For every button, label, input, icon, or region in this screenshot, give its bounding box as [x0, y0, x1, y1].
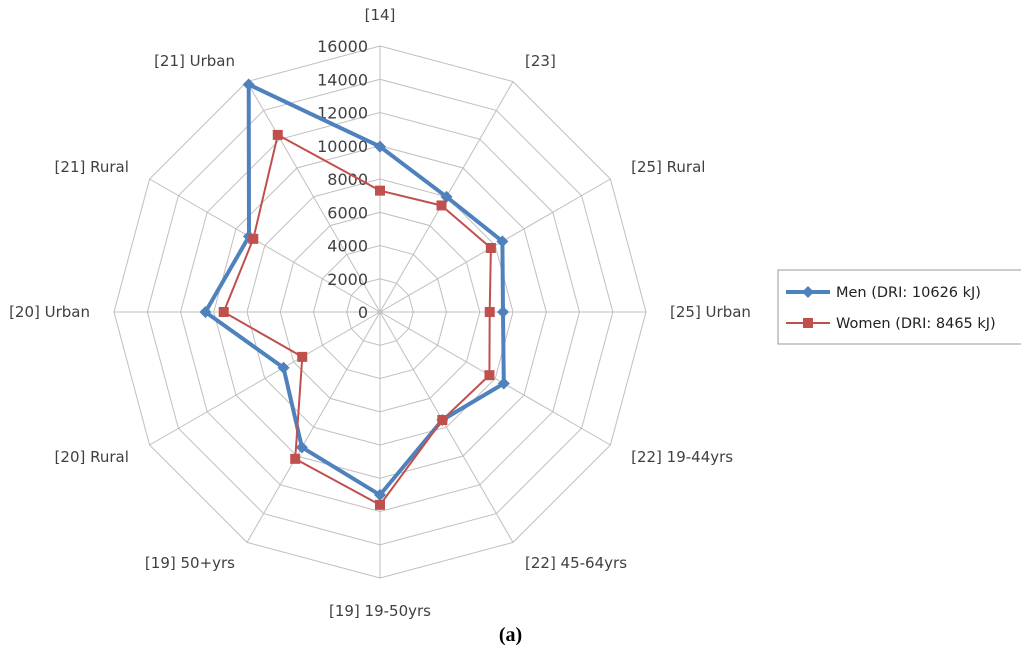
- data-point-marker: [242, 78, 255, 91]
- data-point-marker: [374, 488, 386, 501]
- data-point-marker: [218, 307, 229, 317]
- data-point-marker: [199, 306, 212, 318]
- grid-spoke: [149, 178, 381, 313]
- caption-text: (a): [498, 624, 523, 646]
- radial-tick-label: 16000: [317, 37, 368, 56]
- grid-spoke: [246, 311, 381, 543]
- data-point-marker: [374, 140, 386, 153]
- grid-spoke: [379, 311, 514, 543]
- category-label: [21] Urban: [154, 52, 235, 70]
- legend-square-icon: [803, 318, 813, 328]
- category-label: [19] 19-50yrs: [329, 602, 431, 620]
- radial-tick-label: 14000: [317, 70, 368, 89]
- radar-grid: [113, 45, 647, 579]
- radar-chart: 0 2000 4000 6000 8000 10000 12000 14000 16000 [1…: [9, 6, 1021, 620]
- category-label: [14]: [365, 6, 396, 24]
- radial-tick-label: 4000: [327, 237, 368, 256]
- data-point-marker: [248, 233, 259, 244]
- data-point-marker: [497, 377, 510, 390]
- category-label: [21] Rural: [55, 158, 129, 176]
- legend-entry: Women (DRI: 8465 kJ): [786, 316, 996, 332]
- legend-label: Women (DRI: 8465 kJ): [836, 316, 996, 332]
- radial-tick-labels: 0 2000 4000 6000 8000 10000 12000 14000 16000: [317, 37, 368, 322]
- radial-tick-label: 0: [358, 303, 368, 322]
- data-point-marker: [485, 242, 496, 253]
- data-point-marker: [375, 185, 385, 196]
- radial-tick-label: 6000: [327, 203, 368, 222]
- radial-tick-label: 8000: [327, 170, 368, 189]
- data-point-marker: [440, 190, 453, 203]
- data-point-marker: [375, 499, 385, 510]
- data-point-marker: [295, 441, 308, 454]
- data-point-marker: [497, 306, 510, 318]
- radial-tick-label: 10000: [317, 137, 368, 156]
- category-labels: [14] [23] [25] Rural [25] Urban [22] 19-44yr…: [9, 6, 751, 620]
- grid-spoke: [379, 311, 611, 446]
- category-label: [19] 50+yrs: [145, 554, 235, 572]
- data-point-marker: [484, 307, 495, 317]
- data-point-marker: [272, 129, 283, 140]
- grid-spoke: [246, 81, 381, 313]
- data-point-marker: [484, 370, 495, 381]
- category-label: [25] Rural: [631, 158, 705, 176]
- category-label: [23]: [525, 52, 556, 70]
- data-point-marker: [277, 361, 290, 374]
- category-label: [25] Urban: [670, 303, 751, 321]
- category-label: [20] Rural: [55, 448, 129, 466]
- category-label: [22] 19-44yrs: [631, 448, 733, 466]
- radial-tick-label: 2000: [327, 270, 368, 289]
- legend-label: Men (DRI: 10626 kJ): [836, 285, 981, 301]
- series-women: [218, 129, 496, 510]
- radial-tick-label: 12000: [317, 104, 368, 123]
- grid-spoke: [149, 311, 381, 446]
- legend-box: [777, 269, 1021, 345]
- data-point-marker: [436, 200, 447, 211]
- category-label: [22] 45-64yrs: [525, 554, 627, 572]
- data-point-marker: [290, 453, 301, 464]
- data-point-marker: [297, 351, 308, 362]
- legend: Men (DRI: 10626 kJ) Women (DRI: 8465 kJ): [777, 269, 1021, 345]
- data-series: [199, 78, 510, 510]
- figure-caption: (a): [0, 624, 1021, 647]
- legend-diamond-icon: [802, 286, 814, 298]
- data-point-marker: [496, 235, 509, 248]
- category-label: [20] Urban: [9, 303, 90, 321]
- legend-entries: Men (DRI: 10626 kJ) Women (DRI: 8465 kJ): [786, 285, 996, 332]
- legend-entry: Men (DRI: 10626 kJ): [786, 285, 981, 301]
- data-point-marker: [437, 414, 448, 425]
